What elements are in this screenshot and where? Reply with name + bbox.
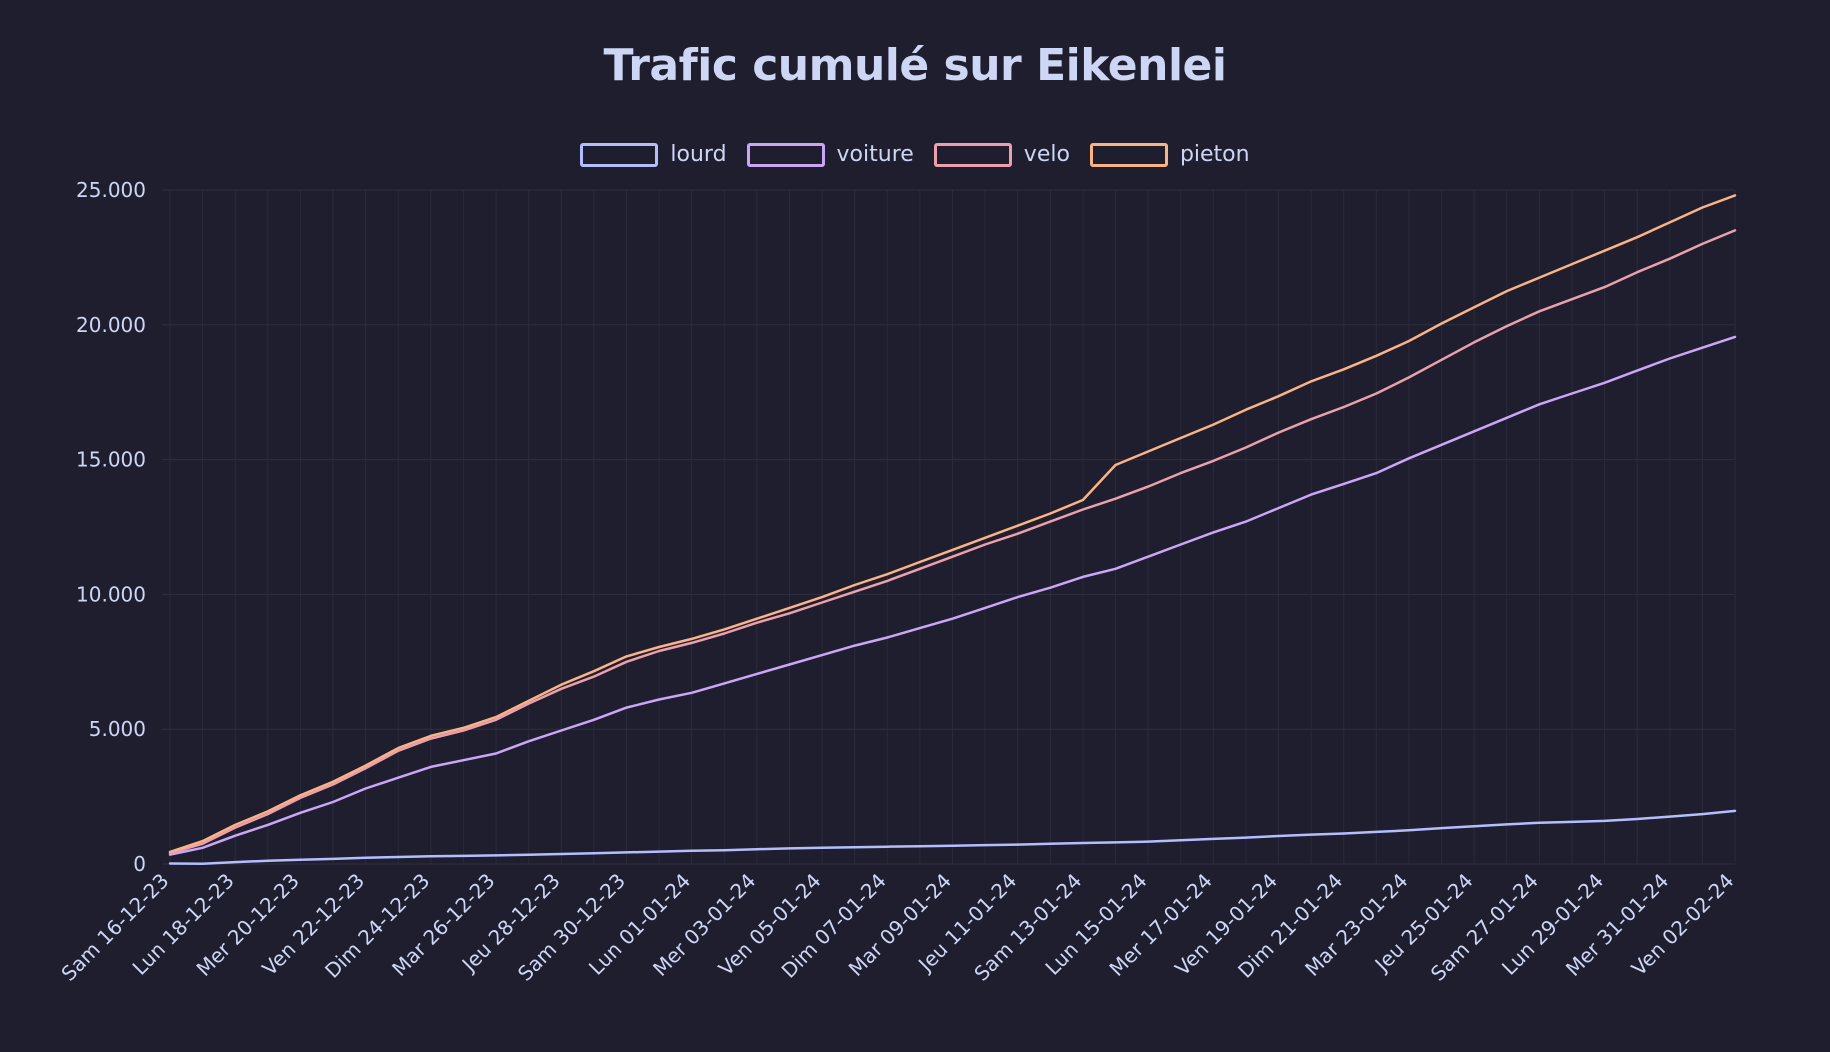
y-tick-label: 5.000 — [89, 717, 146, 741]
series-line-lourd — [168, 809, 1737, 865]
legend-label-velo: velo — [1023, 142, 1070, 167]
legend: lourd voiture velo pieton — [0, 142, 1830, 167]
legend-swatch-pieton — [1089, 142, 1168, 167]
legend-label-voiture: voiture — [836, 142, 914, 167]
chart-title: Trafic cumulé sur Eikenlei — [603, 40, 1227, 91]
legend-swatch-lourd — [580, 142, 659, 167]
legend-item-voiture[interactable]: voiture — [746, 142, 914, 167]
legend-swatch-velo — [933, 142, 1012, 167]
y-tick-label: 25.000 — [76, 178, 146, 202]
y-tick-label: 10.000 — [76, 582, 146, 606]
series-line-velo — [168, 229, 1737, 855]
series-line-pieton — [168, 194, 1737, 854]
legend-item-velo[interactable]: velo — [933, 142, 1070, 167]
y-tick-label: 20.000 — [76, 313, 146, 337]
legend-item-pieton[interactable]: pieton — [1089, 142, 1250, 167]
legend-item-lourd[interactable]: lourd — [580, 142, 727, 167]
series-line-voiture — [168, 335, 1737, 856]
legend-label-lourd: lourd — [670, 142, 727, 167]
y-tick-label: 15.000 — [76, 448, 146, 472]
legend-swatch-voiture — [746, 142, 825, 167]
y-tick-label: 0 — [133, 852, 146, 876]
legend-label-pieton: pieton — [1179, 142, 1250, 167]
